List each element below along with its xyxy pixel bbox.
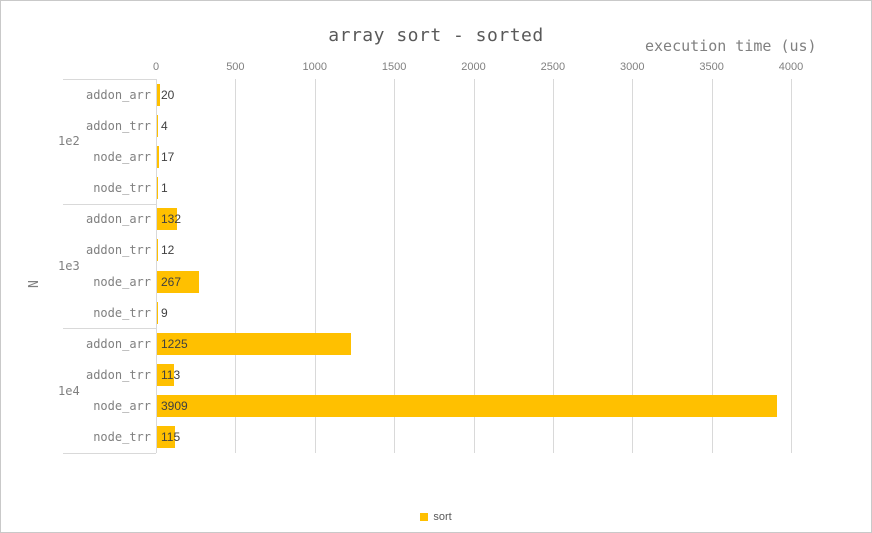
category-label-1e4-addon_trr: addon_trr (85, 368, 151, 383)
data-label-1e2-node_arr: 17 (161, 149, 175, 164)
data-label-1e2-addon_trr: 4 (161, 118, 168, 133)
gridline-1500 (394, 79, 396, 453)
legend-series-label: sort (433, 511, 452, 523)
category-label-1e2-node_arr: node_arr (93, 149, 151, 164)
category-axis-bottom-border (63, 453, 156, 454)
gridline-3500 (711, 79, 713, 453)
x-tick-label-3000: 3000 (620, 61, 645, 73)
group-label-1e4: 1e4 (58, 383, 80, 398)
x-tick-label-2500: 2500 (540, 61, 566, 73)
legend: sort (1, 511, 871, 523)
data-label-1e3-node_trr: 9 (161, 305, 168, 320)
group-label-1e3: 1e3 (58, 259, 80, 273)
data-label-1e4-addon_trr: 113 (161, 368, 181, 383)
data-label-1e4-addon_arr: 1225 (161, 336, 188, 351)
category-group-separator (63, 79, 156, 80)
bar-1e3-addon_arr (156, 208, 178, 231)
data-label-1e2-node_trr: 1 (161, 181, 168, 196)
category-label-1e3-addon_trr: addon_trr (85, 243, 151, 258)
bar-1e2-addon_arr (156, 83, 160, 106)
chart-title: array sort - sorted (328, 25, 544, 46)
bar-1e3-node_trr (156, 301, 158, 324)
x-tick-label-0: 0 (152, 61, 160, 73)
gridline-2500 (552, 79, 554, 453)
bar-1e4-addon_arr (156, 332, 351, 355)
bar-1e2-addon_trr (156, 114, 158, 137)
gridline-500 (235, 79, 237, 453)
data-label-1e3-addon_trr: 12 (161, 243, 175, 258)
data-label-1e2-addon_arr: 20 (161, 87, 175, 102)
category-label-1e2-addon_arr: addon_arr (85, 87, 151, 102)
category-label-1e3-addon_arr: addon_arr (85, 212, 151, 227)
gridline-2000 (473, 79, 475, 453)
gridline-0 (156, 79, 157, 453)
x-axis-title: execution time (us) (645, 37, 817, 55)
data-label-1e3-addon_arr: 132 (161, 212, 182, 227)
x-tick-label-3500: 3500 (699, 61, 724, 73)
data-label-1e4-node_arr: 3909 (161, 399, 188, 414)
category-group-separator (63, 328, 156, 330)
data-label-1e4-node_trr: 115 (161, 430, 181, 445)
data-label-1e3-node_arr: 267 (161, 274, 182, 289)
x-tick-label-500: 500 (226, 61, 245, 73)
category-label-1e4-addon_arr: addon_arr (85, 336, 151, 351)
gridline-3000 (632, 79, 634, 453)
bar-1e4-node_trr (156, 426, 175, 449)
x-tick-label-2000: 2000 (461, 61, 486, 73)
category-label-1e3-node_trr: node_trr (93, 305, 151, 320)
category-label-1e2-addon_trr: addon_trr (85, 118, 151, 133)
bar-1e3-node_arr (156, 270, 199, 293)
gridline-4000 (791, 79, 792, 453)
bar-1e2-node_arr (156, 145, 160, 168)
bar-1e4-addon_trr (156, 364, 175, 387)
category-label-1e2-node_trr: node_trr (93, 181, 151, 196)
legend-swatch-icon (420, 513, 429, 521)
bar-1e3-addon_trr (156, 239, 159, 262)
group-label-1e2: 1e2 (58, 134, 80, 149)
category-label-1e3-node_arr: node_arr (93, 274, 151, 289)
category-group-separator (63, 203, 156, 205)
x-tick-label-1500: 1500 (381, 61, 407, 73)
x-tick-label-4000: 4000 (778, 61, 804, 73)
bar-1e4-node_arr (156, 395, 778, 418)
gridline-1000 (314, 79, 316, 453)
x-tick-label-1000: 1000 (302, 61, 327, 73)
category-label-1e4-node_trr: node_trr (93, 430, 151, 445)
category-label-1e4-node_arr: node_arr (93, 399, 151, 414)
